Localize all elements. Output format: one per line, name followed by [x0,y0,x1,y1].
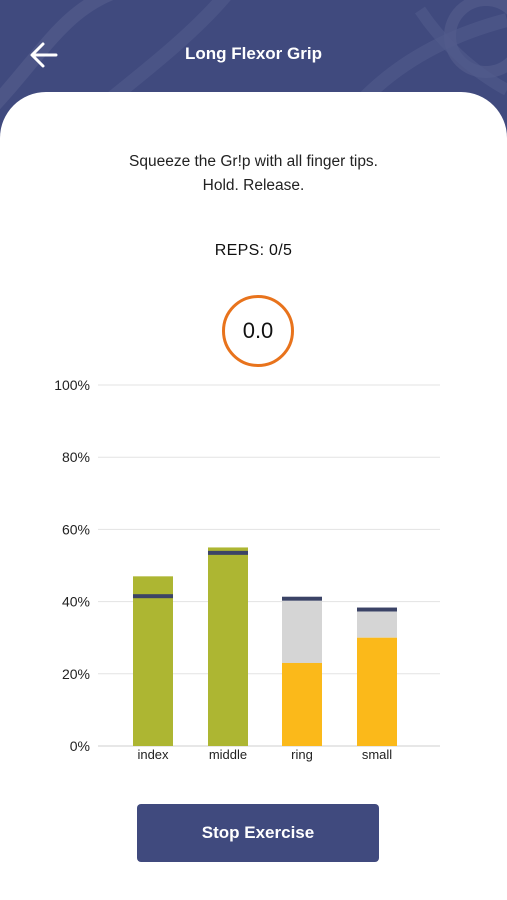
y-tick-label: 80% [62,449,90,465]
bar-ring [282,662,322,746]
y-tick-label: 100% [54,377,90,393]
y-tick-label: 20% [62,666,90,682]
target-marker [282,596,322,601]
x-tick-label: middle [209,747,247,762]
y-tick-label: 40% [62,594,90,610]
target-marker [357,607,397,612]
y-tick-label: 0% [70,738,90,754]
bar-index [133,576,173,746]
instruction-text: Squeeze the Gr!p with all finger tips. H… [0,150,507,198]
content-sheet: Squeeze the Gr!p with all finger tips. H… [0,92,507,900]
target-marker [208,550,248,555]
target-range-bar [282,600,322,663]
bar-small [357,637,397,746]
stop-exercise-button[interactable]: Stop Exercise [137,804,379,862]
hold-timer: 0.0 [222,295,294,367]
reps-counter: REPS: 0/5 [214,242,293,259]
back-button[interactable] [24,36,64,76]
arrow-left-icon [30,42,58,68]
finger-force-chart: 0% 20% 40% 60% 80% 100% index middle ring small [54,377,440,762]
target-marker [133,594,173,599]
y-tick-label: 60% [62,521,90,537]
target-range-bar [357,611,397,638]
x-tick-label: ring [291,747,313,762]
x-tick-label: small [362,747,392,762]
bar-middle [208,547,248,746]
instruction-line-2: Hold. Release. [202,177,305,194]
page-title: Long Flexor Grip [185,44,322,63]
instruction-line-1: Squeeze the Gr!p with all finger tips. [129,153,378,170]
x-tick-label: index [137,747,169,762]
